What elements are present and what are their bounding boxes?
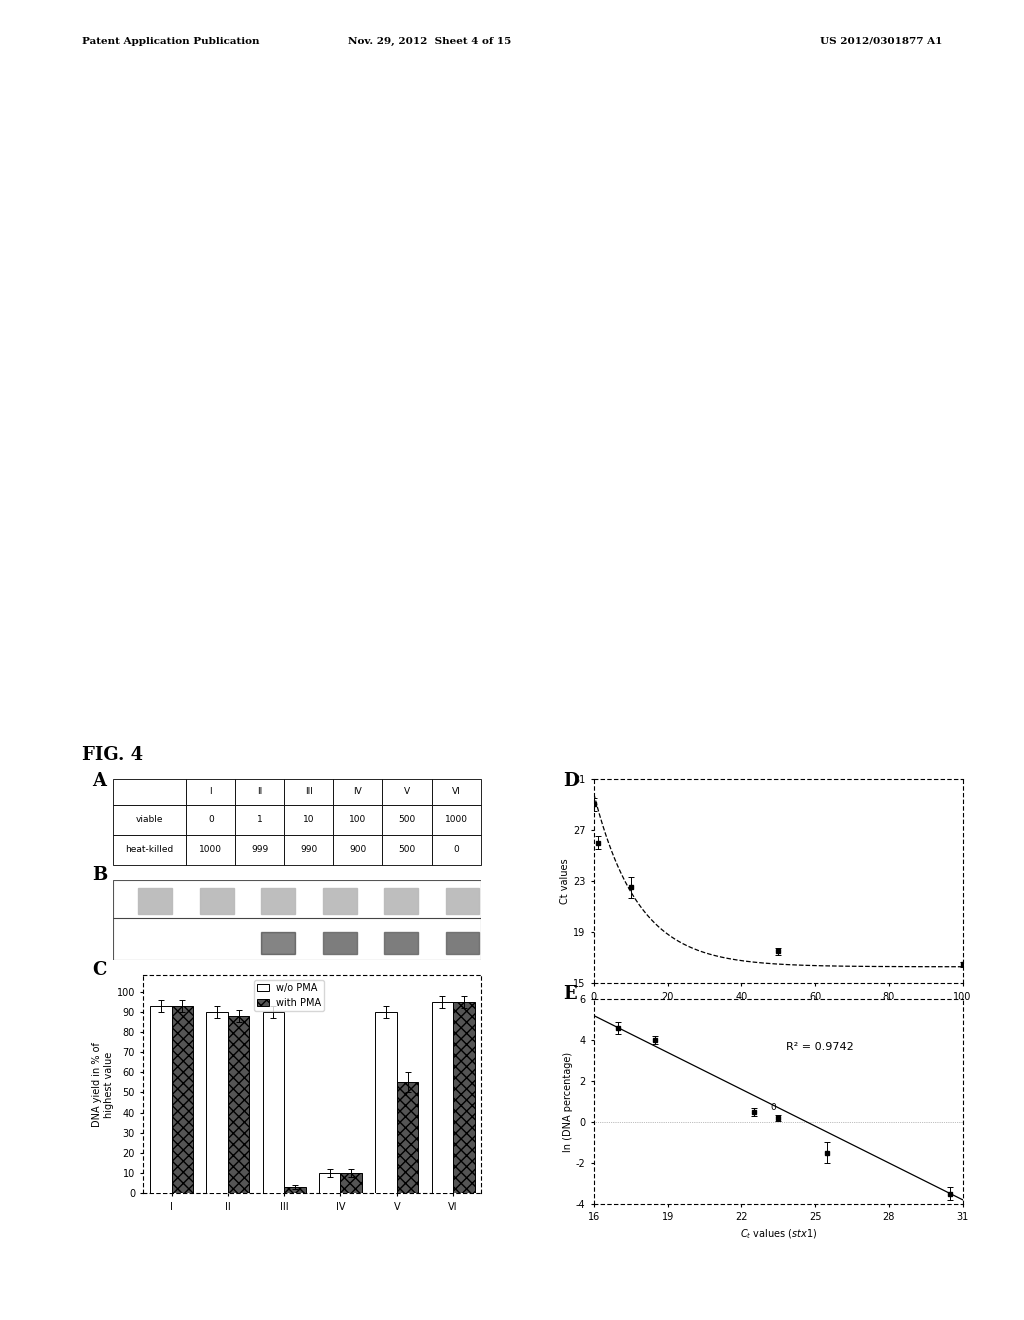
Text: 500: 500 [398,814,416,824]
Text: US 2012/0301877 A1: US 2012/0301877 A1 [819,37,942,46]
Bar [200,888,233,913]
Text: B: B [92,866,108,884]
Text: heat-killed: heat-killed [125,845,174,854]
Text: 999: 999 [251,845,268,854]
Bar [383,805,431,834]
Text: 500: 500 [398,845,416,854]
Bar [319,1173,340,1193]
Bar [334,779,383,805]
Text: 1000: 1000 [444,814,468,824]
Bar [323,888,356,913]
Bar [186,779,236,805]
Text: C: C [92,961,106,979]
Bar [432,1002,453,1193]
Bar [384,932,418,953]
Bar [334,834,383,865]
Bar [261,888,295,913]
Bar [334,805,383,834]
Bar [384,888,418,913]
Bar [285,834,334,865]
Text: V: V [403,787,410,796]
Bar [431,834,480,865]
Bar [383,834,431,865]
Bar [113,834,186,865]
Legend: w/o PMA, with PMA: w/o PMA, with PMA [254,981,325,1011]
Bar [445,888,479,913]
Text: 1000: 1000 [200,845,222,854]
Bar [172,1006,193,1193]
Bar [376,1012,397,1193]
Bar [383,779,431,805]
Text: 1: 1 [257,814,263,824]
Text: R² = 0.9742: R² = 0.9742 [785,1043,853,1052]
Bar [113,779,186,805]
Text: I: I [210,787,212,796]
Text: 900: 900 [349,845,367,854]
Bar [453,1002,474,1193]
Bar [186,805,236,834]
Text: II: II [257,787,262,796]
Text: 0: 0 [208,814,214,824]
Text: A: A [92,772,106,791]
Text: 990: 990 [300,845,317,854]
Bar [285,1187,305,1193]
Y-axis label: Ct values: Ct values [560,858,570,904]
Bar [285,779,334,805]
Bar [151,1006,172,1193]
Text: IV: IV [353,787,362,796]
X-axis label: $C_t$ values ($stx1$): $C_t$ values ($stx1$) [739,1228,817,1241]
Text: 10: 10 [303,814,314,824]
Text: 0: 0 [454,845,459,854]
Bar [263,1012,285,1193]
Bar [285,805,334,834]
Bar [236,779,285,805]
Text: 0: 0 [771,1102,776,1111]
Bar [431,805,480,834]
Bar [236,834,285,865]
Bar [340,1173,361,1193]
Text: 100: 100 [349,814,367,824]
Text: III: III [305,787,313,796]
Bar [227,1016,249,1193]
Bar [236,805,285,834]
Text: D: D [563,772,579,791]
Text: E: E [563,985,577,1003]
Bar [261,932,295,953]
Y-axis label: DNA yield in % of
highest value: DNA yield in % of highest value [92,1041,114,1127]
Bar [445,932,479,953]
Text: VI: VI [452,787,461,796]
X-axis label: % viable $\it{E. coli}$ O157:H7: % viable $\it{E. coli}$ O157:H7 [719,1007,838,1019]
Bar [138,888,172,913]
Text: Nov. 29, 2012  Sheet 4 of 15: Nov. 29, 2012 Sheet 4 of 15 [348,37,512,46]
Bar [207,1012,227,1193]
Text: Patent Application Publication: Patent Application Publication [82,37,259,46]
Bar [431,779,480,805]
Text: viable: viable [136,814,163,824]
Y-axis label: ln (DNA percentage): ln (DNA percentage) [563,1052,573,1151]
Bar [186,834,236,865]
Bar [397,1082,418,1193]
Text: FIG. 4: FIG. 4 [82,746,143,764]
Bar [323,932,356,953]
Bar [113,805,186,834]
